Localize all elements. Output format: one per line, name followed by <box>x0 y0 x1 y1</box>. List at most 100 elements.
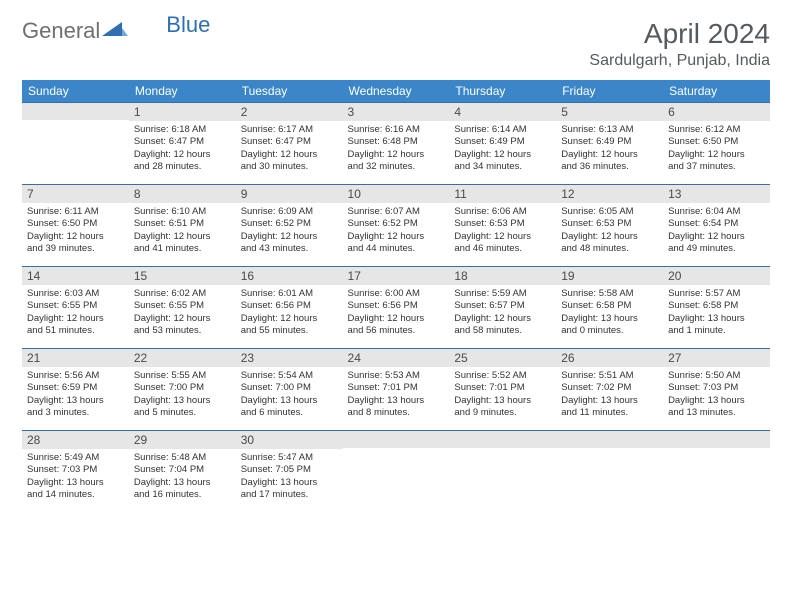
weekday-header-row: Sunday Monday Tuesday Wednesday Thursday… <box>22 80 770 102</box>
daylight-text: Daylight: 12 hours <box>27 313 124 325</box>
day-number: 16 <box>236 266 343 285</box>
daylight-text: and 1 minute. <box>668 325 765 337</box>
weekday-header: Sunday <box>22 80 129 102</box>
daylight-text: and 14 minutes. <box>27 489 124 501</box>
day-number <box>22 102 129 120</box>
calendar-table: Sunday Monday Tuesday Wednesday Thursday… <box>22 80 770 512</box>
daylight-text: Daylight: 12 hours <box>454 313 551 325</box>
sunrise-text: Sunrise: 6:12 AM <box>668 124 765 136</box>
day-body: Sunrise: 6:10 AMSunset: 6:51 PMDaylight:… <box>129 203 236 258</box>
daylight-text: and 30 minutes. <box>241 161 338 173</box>
calendar-cell: 4Sunrise: 6:14 AMSunset: 6:49 PMDaylight… <box>449 102 556 184</box>
day-body: Sunrise: 6:17 AMSunset: 6:47 PMDaylight:… <box>236 121 343 176</box>
day-number: 11 <box>449 184 556 203</box>
daylight-text: and 49 minutes. <box>668 243 765 255</box>
month-title: April 2024 <box>589 18 770 50</box>
day-body: Sunrise: 6:05 AMSunset: 6:53 PMDaylight:… <box>556 203 663 258</box>
sunset-text: Sunset: 6:54 PM <box>668 218 765 230</box>
sunset-text: Sunset: 6:56 PM <box>348 300 445 312</box>
calendar-cell: 10Sunrise: 6:07 AMSunset: 6:52 PMDayligh… <box>343 184 450 266</box>
calendar-cell: 27Sunrise: 5:50 AMSunset: 7:03 PMDayligh… <box>663 348 770 430</box>
daylight-text: and 28 minutes. <box>134 161 231 173</box>
weekday-header: Friday <box>556 80 663 102</box>
daylight-text: and 46 minutes. <box>454 243 551 255</box>
calendar-cell: 21Sunrise: 5:56 AMSunset: 6:59 PMDayligh… <box>22 348 129 430</box>
sunset-text: Sunset: 6:53 PM <box>454 218 551 230</box>
calendar-cell: 23Sunrise: 5:54 AMSunset: 7:00 PMDayligh… <box>236 348 343 430</box>
daylight-text: and 13 minutes. <box>668 407 765 419</box>
day-number: 30 <box>236 430 343 449</box>
day-body <box>556 448 663 454</box>
sunset-text: Sunset: 6:50 PM <box>668 136 765 148</box>
sunset-text: Sunset: 6:58 PM <box>561 300 658 312</box>
daylight-text: and 51 minutes. <box>27 325 124 337</box>
weekday-header: Thursday <box>449 80 556 102</box>
daylight-text: and 39 minutes. <box>27 243 124 255</box>
day-body: Sunrise: 6:12 AMSunset: 6:50 PMDaylight:… <box>663 121 770 176</box>
sunset-text: Sunset: 7:00 PM <box>134 382 231 394</box>
sunrise-text: Sunrise: 5:55 AM <box>134 370 231 382</box>
sunset-text: Sunset: 6:47 PM <box>134 136 231 148</box>
day-number: 13 <box>663 184 770 203</box>
daylight-text: Daylight: 12 hours <box>134 231 231 243</box>
day-body: Sunrise: 6:09 AMSunset: 6:52 PMDaylight:… <box>236 203 343 258</box>
day-number: 6 <box>663 102 770 121</box>
weekday-header: Wednesday <box>343 80 450 102</box>
sunset-text: Sunset: 6:58 PM <box>668 300 765 312</box>
sunrise-text: Sunrise: 5:59 AM <box>454 288 551 300</box>
sunrise-text: Sunrise: 5:56 AM <box>27 370 124 382</box>
calendar-cell: 5Sunrise: 6:13 AMSunset: 6:49 PMDaylight… <box>556 102 663 184</box>
sunrise-text: Sunrise: 6:10 AM <box>134 206 231 218</box>
day-number: 1 <box>129 102 236 121</box>
brand-part2: Blue <box>166 12 210 38</box>
daylight-text: and 32 minutes. <box>348 161 445 173</box>
day-number: 19 <box>556 266 663 285</box>
daylight-text: and 34 minutes. <box>454 161 551 173</box>
sunset-text: Sunset: 7:03 PM <box>27 464 124 476</box>
calendar-cell <box>449 430 556 512</box>
day-number: 26 <box>556 348 663 367</box>
day-body: Sunrise: 5:49 AMSunset: 7:03 PMDaylight:… <box>22 449 129 504</box>
day-body: Sunrise: 6:07 AMSunset: 6:52 PMDaylight:… <box>343 203 450 258</box>
daylight-text: and 17 minutes. <box>241 489 338 501</box>
daylight-text: Daylight: 13 hours <box>668 313 765 325</box>
calendar-cell: 6Sunrise: 6:12 AMSunset: 6:50 PMDaylight… <box>663 102 770 184</box>
daylight-text: Daylight: 12 hours <box>561 149 658 161</box>
day-number: 23 <box>236 348 343 367</box>
calendar-cell <box>22 102 129 184</box>
sunset-text: Sunset: 6:52 PM <box>241 218 338 230</box>
day-body: Sunrise: 6:03 AMSunset: 6:55 PMDaylight:… <box>22 285 129 340</box>
daylight-text: Daylight: 13 hours <box>561 313 658 325</box>
daylight-text: and 53 minutes. <box>134 325 231 337</box>
calendar-cell: 9Sunrise: 6:09 AMSunset: 6:52 PMDaylight… <box>236 184 343 266</box>
sunrise-text: Sunrise: 5:53 AM <box>348 370 445 382</box>
daylight-text: Daylight: 13 hours <box>561 395 658 407</box>
sunrise-text: Sunrise: 6:14 AM <box>454 124 551 136</box>
day-number <box>663 430 770 448</box>
day-number: 5 <box>556 102 663 121</box>
sunset-text: Sunset: 7:00 PM <box>241 382 338 394</box>
day-body: Sunrise: 5:54 AMSunset: 7:00 PMDaylight:… <box>236 367 343 422</box>
day-number: 4 <box>449 102 556 121</box>
daylight-text: Daylight: 13 hours <box>134 395 231 407</box>
sunset-text: Sunset: 6:51 PM <box>134 218 231 230</box>
daylight-text: and 9 minutes. <box>454 407 551 419</box>
daylight-text: Daylight: 12 hours <box>348 149 445 161</box>
calendar-cell: 8Sunrise: 6:10 AMSunset: 6:51 PMDaylight… <box>129 184 236 266</box>
day-body: Sunrise: 5:55 AMSunset: 7:00 PMDaylight:… <box>129 367 236 422</box>
daylight-text: and 48 minutes. <box>561 243 658 255</box>
calendar-row: 28Sunrise: 5:49 AMSunset: 7:03 PMDayligh… <box>22 430 770 512</box>
day-body: Sunrise: 6:00 AMSunset: 6:56 PMDaylight:… <box>343 285 450 340</box>
day-number: 8 <box>129 184 236 203</box>
day-body: Sunrise: 5:51 AMSunset: 7:02 PMDaylight:… <box>556 367 663 422</box>
header: General Blue April 2024 Sardulgarh, Punj… <box>22 18 770 70</box>
day-number <box>343 430 450 448</box>
daylight-text: Daylight: 13 hours <box>27 477 124 489</box>
day-body: Sunrise: 5:53 AMSunset: 7:01 PMDaylight:… <box>343 367 450 422</box>
sunset-text: Sunset: 6:59 PM <box>27 382 124 394</box>
daylight-text: Daylight: 12 hours <box>241 313 338 325</box>
daylight-text: Daylight: 12 hours <box>561 231 658 243</box>
day-body: Sunrise: 5:52 AMSunset: 7:01 PMDaylight:… <box>449 367 556 422</box>
calendar-cell: 7Sunrise: 6:11 AMSunset: 6:50 PMDaylight… <box>22 184 129 266</box>
sunset-text: Sunset: 6:48 PM <box>348 136 445 148</box>
